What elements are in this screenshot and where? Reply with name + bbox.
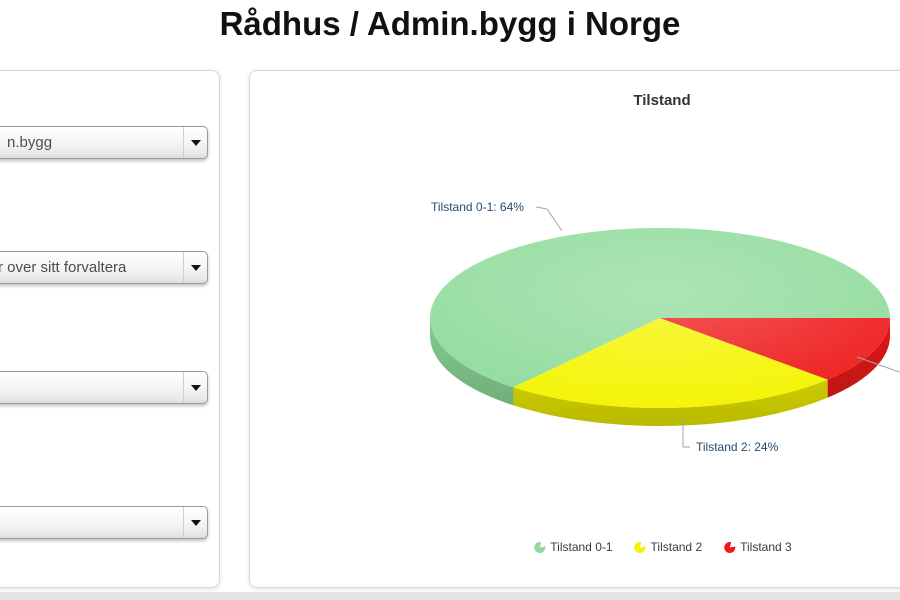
legend-item-tilstand-0-1[interactable]: Tilstand 0-1 [534,540,613,554]
caret-down-icon [190,519,201,526]
caret-zone [183,507,207,538]
caret-zone [183,252,207,283]
dropdown-filter-4[interactable] [0,506,208,539]
pie-top-lighting [430,228,890,408]
filter-panel: n.bygg r over sitt forvaltera [0,70,220,588]
pie-skirt-shading [430,318,890,426]
dropdown-forvalter-value: r over sitt forvaltera [0,259,127,276]
page-bottom-strip [0,592,900,600]
connector-tilstand-3 [856,356,900,373]
connector-tilstand-2 [682,418,690,448]
dropdown-building[interactable]: n.bygg [0,126,208,159]
data-label-tilstand-2: Tilstand 2: 24% [696,440,779,454]
chart-legend: Tilstand 0-1 Tilstand 2 Tilstand 3 [534,540,792,554]
caret-down-icon [190,264,201,271]
caret-down-icon [190,384,201,391]
legend-label: Tilstand 0-1 [550,540,613,554]
page-title: Rådhus / Admin.bygg i Norge [219,5,681,42]
connector-tilstand-0-1 [535,206,563,232]
legend-item-tilstand-3[interactable]: Tilstand 3 [724,540,792,554]
legend-label: Tilstand 2 [650,540,703,554]
dropdown-forvalter[interactable]: r over sitt forvaltera [0,251,208,284]
dropdown-building-value: n.bygg [7,134,53,151]
dropdown-filter-3[interactable] [0,371,208,404]
caret-zone [183,127,207,158]
pie-swatch-icon [534,541,546,553]
caret-down-icon [190,139,201,146]
pie-swatch-icon [724,541,736,553]
legend-item-tilstand-2[interactable]: Tilstand 2 [634,540,703,554]
pie-swatch-icon [634,541,646,553]
data-label-tilstand-0-1: Tilstand 0-1: 64% [431,200,524,214]
chart-title: Tilstand [633,92,691,109]
legend-label: Tilstand 3 [740,540,792,554]
caret-zone [183,372,207,403]
